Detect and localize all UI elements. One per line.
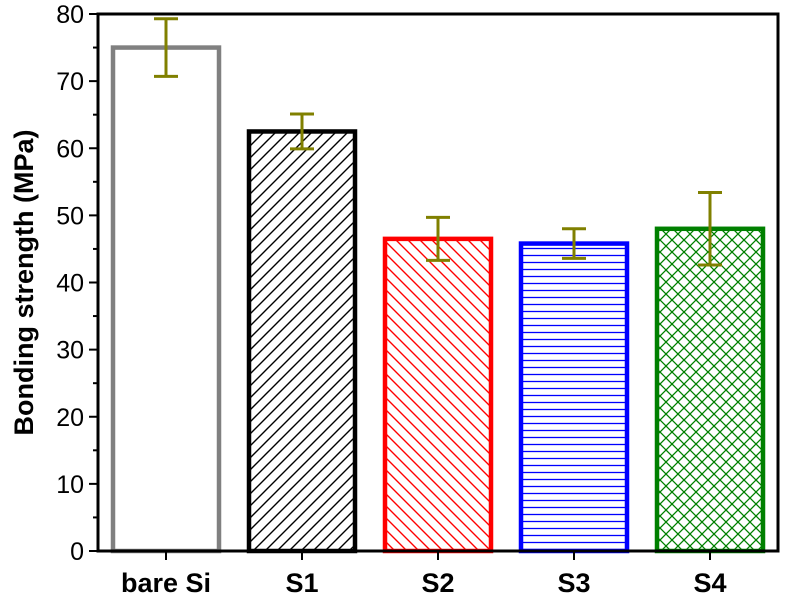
y-axis-ticks: 0 10 20 30 40 50 60 70 80 <box>56 1 98 566</box>
error-bar-4 <box>562 227 586 260</box>
x-tick-label: S1 <box>285 568 318 598</box>
error-bar-1 <box>154 17 178 78</box>
error-bar-2 <box>290 112 314 151</box>
bar-4 <box>518 241 630 554</box>
bar-2 <box>246 129 358 554</box>
bar-1 <box>110 45 222 554</box>
y-tick-label: 0 <box>70 538 84 566</box>
x-axis-ticks: bare Si S1 S2 S3 S4 <box>121 551 727 598</box>
bars-layer <box>110 45 766 554</box>
x-tick-label: S4 <box>693 568 726 598</box>
y-tick-label: 40 <box>56 270 84 298</box>
error-bars-layer <box>154 17 722 267</box>
y-tick-label: 60 <box>56 135 84 163</box>
x-tick-label: S3 <box>557 568 590 598</box>
x-tick-label: bare Si <box>121 568 211 598</box>
x-tick-label: S2 <box>421 568 454 598</box>
y-tick-label: 70 <box>56 68 84 96</box>
y-tick-label: 80 <box>56 1 84 29</box>
y-tick-label: 20 <box>56 404 84 432</box>
y-tick-label: 10 <box>56 471 84 499</box>
error-bar-5 <box>698 191 722 267</box>
bar-3 <box>382 236 494 554</box>
y-tick-label: 50 <box>56 202 84 230</box>
bar-5 <box>654 226 766 554</box>
y-tick-label: 30 <box>56 337 84 365</box>
y-axis-title: Bonding strength (MPa) <box>9 130 39 436</box>
error-bar-3 <box>426 215 450 262</box>
